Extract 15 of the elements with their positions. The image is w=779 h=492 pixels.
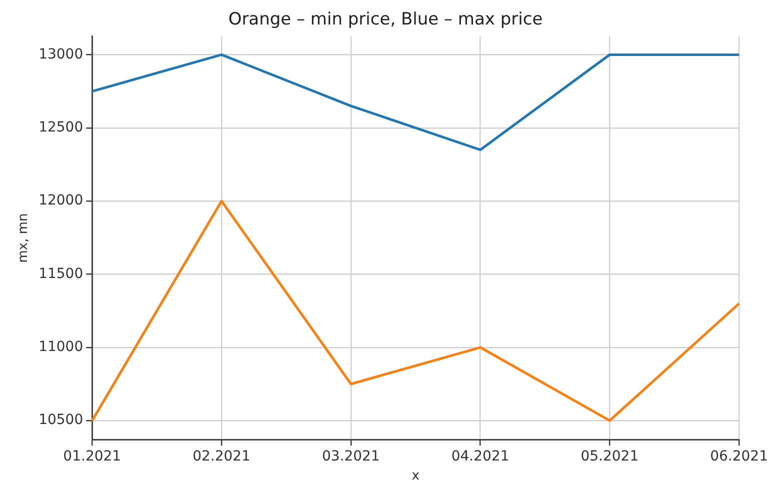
x-tick-label: 05.2021 xyxy=(580,448,639,465)
y-tick-label: 10500 xyxy=(38,412,84,428)
chart-title: Orange – min price, Blue – max price xyxy=(228,10,543,30)
y-tick-label: 11500 xyxy=(38,266,84,282)
x-tick-label: 04.2021 xyxy=(451,448,510,465)
x-tick-label: 02.2021 xyxy=(192,448,250,465)
y-tick-label: 13000 xyxy=(38,46,84,62)
x-axis-title: x xyxy=(412,468,420,484)
y-tick-label: 11000 xyxy=(38,339,84,356)
y-tick-label: 12000 xyxy=(38,192,84,209)
x-tick-label: 03.2021 xyxy=(322,448,380,465)
x-tick-label: 06.2021 xyxy=(710,448,768,465)
y-tick-label: 12500 xyxy=(38,120,84,136)
x-tick-label: 01.2021 xyxy=(63,448,122,465)
y-axis-title: mx, mn xyxy=(16,213,32,263)
